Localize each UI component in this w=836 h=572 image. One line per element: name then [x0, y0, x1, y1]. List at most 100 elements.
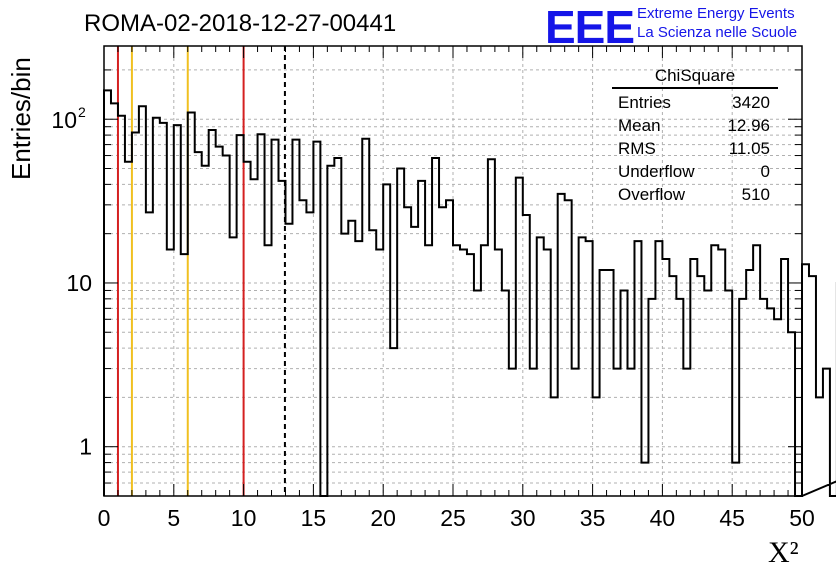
stats-row-overflow: Overflow 510 [612, 183, 778, 206]
x-tick-label: 15 [301, 505, 327, 531]
histogram-bin [160, 123, 167, 496]
histogram-bin [453, 245, 460, 496]
histogram-bin [495, 250, 502, 496]
histogram-bin [258, 134, 265, 496]
histogram-bin [774, 319, 781, 496]
histogram-bin [788, 332, 795, 496]
histogram-bin [509, 369, 516, 496]
histogram-bin [621, 290, 628, 496]
histogram-bin [104, 90, 111, 496]
histogram-bin [676, 299, 683, 496]
histogram-bin [732, 463, 739, 496]
histogram-bin [641, 463, 648, 496]
histogram-bin [167, 250, 174, 496]
stats-title: ChiSquare [612, 66, 778, 89]
x-tick-label: 5 [167, 505, 180, 531]
histogram-bin [341, 234, 348, 496]
y-tick-label: 10 [66, 270, 92, 296]
histogram-bin [292, 140, 299, 496]
histogram-bin [781, 259, 788, 496]
eee-logo-caption: Extreme Energy Events La Scienza nelle S… [637, 4, 797, 42]
histogram-bin [614, 369, 621, 496]
stats-label: Entries [618, 93, 671, 112]
histogram-bin [327, 166, 334, 496]
x-tick-label: 50 [789, 505, 815, 531]
histogram-bin [488, 159, 495, 496]
histogram-bin [607, 270, 614, 496]
histogram-bin [306, 212, 313, 496]
histogram-bin [362, 139, 369, 496]
x-tick-label: 40 [650, 505, 676, 531]
histogram-bin [439, 207, 446, 496]
logo-line-2: La Scienza nelle Scuole [637, 24, 798, 41]
stats-label: Underflow [618, 162, 695, 181]
x-tick-label: 30 [510, 505, 536, 531]
histogram-bin [209, 130, 216, 496]
histogram-bin [816, 397, 823, 496]
stats-value: 3420 [732, 93, 770, 112]
histogram-bin [251, 179, 258, 496]
histogram-bin [760, 299, 767, 496]
stats-row-entries: Entries 3420 [612, 91, 778, 114]
y-axis-label: Entries/bin [6, 57, 36, 180]
histogram-bin [565, 200, 572, 496]
histogram-bin [669, 276, 676, 496]
histogram-bin [481, 245, 488, 496]
x-tick-label: 10 [231, 505, 257, 531]
histogram-bin [474, 290, 481, 496]
histogram-bin [767, 308, 774, 496]
histogram-bin [313, 142, 320, 496]
histogram-bin [188, 112, 195, 496]
histogram-bin [383, 184, 390, 496]
stats-label: Mean [618, 116, 661, 135]
histogram-bin [823, 369, 830, 496]
grid-layer [104, 46, 802, 496]
histogram-bin [181, 254, 188, 496]
histogram-bin [390, 348, 397, 496]
histogram-bin [544, 250, 551, 496]
histogram-bin [634, 241, 641, 496]
histogram-bin [711, 245, 718, 496]
histogram-bin [460, 250, 467, 496]
histogram-bin [683, 369, 690, 496]
histogram-bin [216, 147, 223, 496]
logo-line-1: Extreme Energy Events [637, 5, 795, 22]
histogram-bin [397, 169, 404, 496]
x-tick-label: 20 [370, 505, 396, 531]
x-axis-label: X² [768, 536, 799, 569]
histogram-bin [697, 276, 704, 496]
histogram-bin [718, 250, 725, 496]
histogram-bin [146, 212, 153, 496]
histogram-bin [195, 152, 202, 496]
histogram-bin [111, 103, 118, 496]
histogram-bin [272, 140, 279, 496]
histogram-bin [628, 369, 635, 496]
x-tick-label: 35 [580, 505, 606, 531]
histogram-bin [285, 224, 292, 496]
x-tick-label: 45 [719, 505, 745, 531]
histogram-bin [244, 162, 251, 496]
histogram-bin [593, 397, 600, 496]
histogram-bin [530, 369, 537, 496]
stats-label: RMS [618, 139, 656, 158]
histogram-bin [558, 194, 565, 496]
histogram-bin [237, 135, 244, 496]
histogram-bin [690, 259, 697, 496]
x-tick-label: 0 [98, 505, 111, 531]
histogram-bin [704, 290, 711, 496]
histogram-bin [411, 227, 418, 496]
histogram-bin [739, 299, 746, 496]
eee-logo: EEE [545, 1, 635, 53]
axis-ticks [103, 46, 803, 497]
histogram-bin [446, 200, 453, 496]
histogram-bin [139, 106, 146, 496]
histogram-bin [265, 245, 272, 496]
histogram-bin [334, 158, 341, 496]
histogram-bin [376, 250, 383, 496]
histogram-bin [502, 290, 509, 496]
histogram-bin [516, 178, 523, 496]
stats-label: Overflow [618, 185, 686, 204]
histogram-bin [809, 276, 816, 496]
histogram-bin [662, 259, 669, 496]
